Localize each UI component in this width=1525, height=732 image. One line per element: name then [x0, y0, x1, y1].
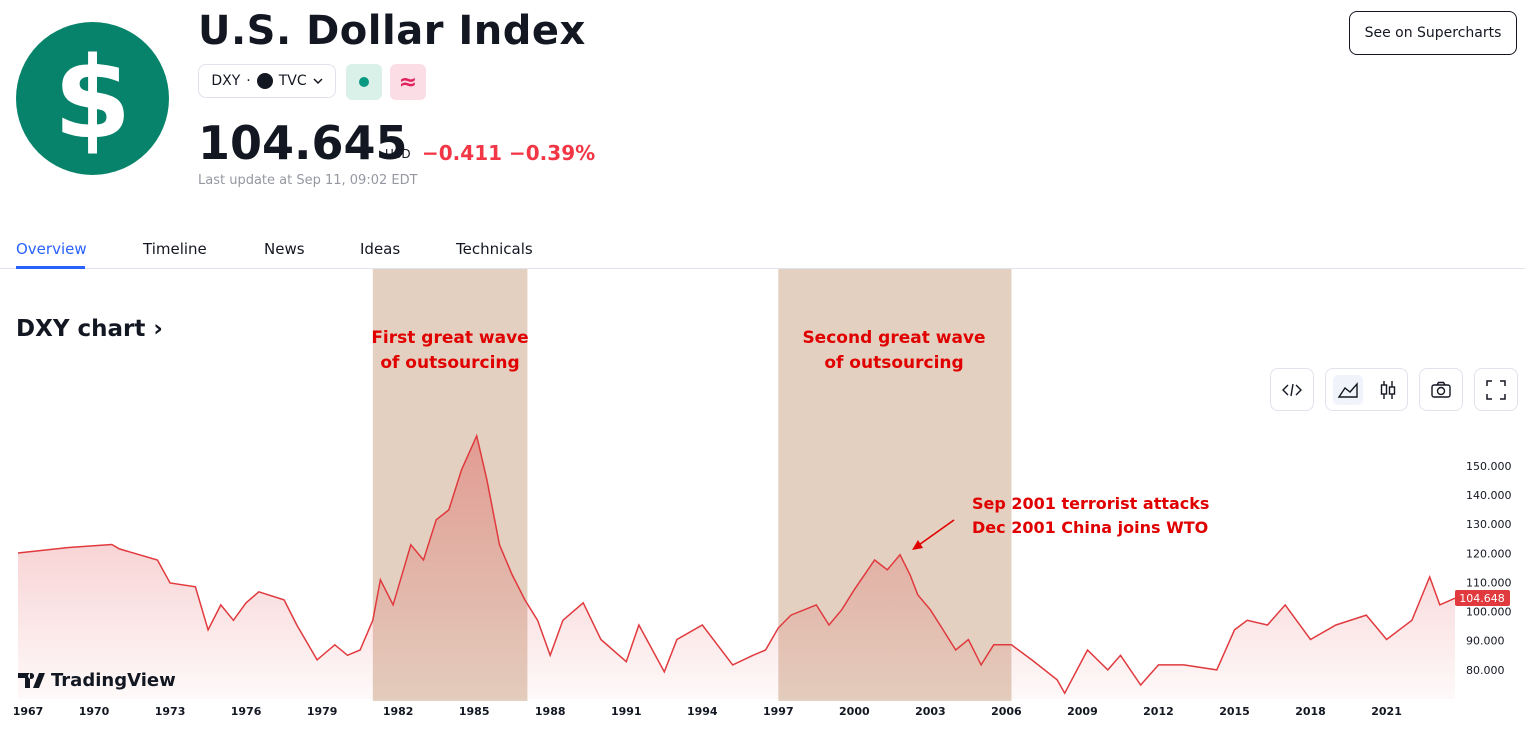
y-tick-label: 100.000: [1466, 606, 1512, 619]
supercharts-button[interactable]: See on Supercharts: [1349, 11, 1517, 55]
y-tick-label: 150.000: [1466, 460, 1512, 473]
last-value-label: 104.648: [1459, 592, 1505, 605]
tab[interactable]: Ideas: [360, 240, 401, 258]
change-pct: −0.39%: [509, 141, 596, 165]
change: −0.411 −0.39%: [422, 141, 595, 165]
brand: TradingView: [18, 670, 176, 691]
embed-button[interactable]: [1270, 368, 1314, 411]
exchange-icon: [256, 73, 273, 89]
fullscreen-button[interactable]: [1474, 368, 1518, 411]
title: U.S. Dollar Index: [198, 8, 586, 54]
chart-style-group: [1325, 368, 1408, 411]
exchange: TVC: [278, 73, 307, 89]
annotation-arrowhead: [912, 540, 923, 550]
y-tick-label: 130.000: [1466, 518, 1512, 531]
status-chip[interactable]: [346, 64, 382, 100]
last-update: Last update at Sep 11, 09:02 EDT: [198, 173, 418, 188]
symbol-chip[interactable]: DXY · TVC: [198, 64, 336, 98]
x-tick-label: 1979: [307, 705, 338, 718]
x-tick-label: 2000: [839, 705, 870, 718]
annotation-arrow: [915, 519, 955, 548]
section-title-text: DXY chart: [16, 316, 146, 342]
x-tick-label: 1994: [687, 705, 718, 718]
price-line: [17, 433, 1456, 695]
status-dot: [359, 77, 369, 87]
candle-style-button[interactable]: [1376, 378, 1400, 402]
x-tick-label: 2012: [1143, 705, 1174, 718]
x-tick-label: 2003: [915, 705, 946, 718]
y-tick-label: 120.000: [1466, 547, 1512, 560]
tab-divider: [0, 268, 1525, 269]
fullscreen-icon: [1486, 379, 1506, 400]
x-tick-label: 2021: [1371, 705, 1402, 718]
y-tick-label: 110.000: [1466, 576, 1512, 589]
last-value-badge: [1455, 590, 1510, 607]
x-tick-label: 2018: [1295, 705, 1326, 718]
x-tick-label: 1973: [155, 705, 186, 718]
region-label: of outsourcing: [824, 353, 963, 373]
delay-chip[interactable]: ≈: [390, 64, 426, 100]
x-tick-label: 1991: [611, 705, 642, 718]
x-tick-label: 1976: [231, 705, 262, 718]
annotation-text: Sep 2001 terrorist attacks: [972, 494, 1209, 513]
logo: $: [16, 22, 169, 175]
change-abs: −0.411: [422, 141, 503, 165]
tab[interactable]: Timeline: [143, 240, 207, 258]
annotation-text: Dec 2001 China joins WTO: [972, 518, 1208, 537]
y-tick-label: 90.000: [1466, 635, 1505, 648]
x-tick-label: 1985: [459, 705, 490, 718]
y-tick-label: 140.000: [1466, 489, 1512, 502]
x-tick-label: 2009: [1067, 705, 1098, 718]
x-tick-label: 1982: [383, 705, 414, 718]
x-tick-label: 2006: [991, 705, 1022, 718]
separator: ·: [246, 73, 251, 89]
x-tick-label: 1967: [13, 705, 44, 718]
currency: USD: [385, 147, 411, 161]
tab[interactable]: Overview: [16, 240, 87, 258]
section-title[interactable]: DXY chart ›: [16, 316, 163, 342]
camera-icon: [1431, 381, 1451, 398]
tab[interactable]: News: [264, 240, 305, 258]
chevron: [313, 78, 323, 85]
brand-logo: [18, 673, 45, 688]
tab-underline: [16, 266, 85, 269]
embed-icon: [1282, 383, 1302, 396]
x-tick-label: 1997: [763, 705, 794, 718]
region-label: of outsourcing: [380, 353, 519, 373]
area-fill: [18, 435, 1455, 699]
price: 104.645: [198, 116, 408, 170]
tab[interactable]: Technicals: [456, 240, 533, 258]
x-tick-label: 1970: [79, 705, 110, 718]
brand-name: TradingView: [51, 670, 176, 691]
snapshot-button[interactable]: [1419, 368, 1463, 411]
symbol: DXY: [211, 73, 241, 89]
y-tick-label: 80.000: [1466, 664, 1505, 677]
region-label: First great wave: [371, 328, 528, 348]
area-style-button[interactable]: [1332, 374, 1363, 405]
x-tick-label: 1988: [535, 705, 566, 718]
x-tick-label: 2015: [1219, 705, 1250, 718]
region-label: Second great wave: [802, 328, 985, 348]
